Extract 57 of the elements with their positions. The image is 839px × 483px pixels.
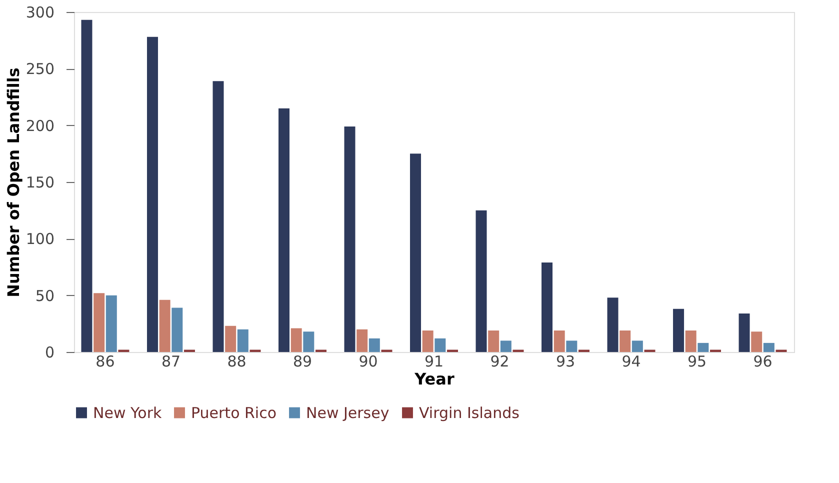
bar: [410, 154, 422, 352]
bar: [94, 293, 105, 352]
bar: [566, 340, 578, 352]
bar: [673, 308, 684, 352]
x-tick-label: 88: [227, 352, 246, 370]
legend-label: Virgin Islands: [419, 404, 520, 422]
legend-label: New Jersey: [306, 404, 390, 422]
bar: [368, 338, 380, 352]
y-axis-title: Number of Open Landfills: [4, 68, 23, 298]
bar: [81, 20, 92, 352]
x-tick-label: 92: [490, 352, 510, 370]
y-tick-label: 50: [35, 286, 54, 305]
bar: [488, 330, 500, 352]
bar: [172, 308, 183, 352]
bar: [738, 313, 750, 352]
bar: [159, 300, 170, 352]
y-tick-label: 300: [26, 4, 54, 22]
x-tick-label: 87: [161, 352, 181, 370]
bar: [225, 326, 236, 352]
bar: [303, 332, 314, 352]
x-tick-label: 90: [358, 352, 378, 370]
bar: [344, 126, 356, 352]
bar: [422, 330, 434, 352]
legend-label: Puerto Rico: [191, 404, 277, 422]
bar: [698, 342, 709, 352]
x-tick-label: 96: [753, 352, 772, 370]
bar: [620, 330, 631, 352]
y-tick-label: 200: [26, 116, 54, 135]
bar: [476, 210, 487, 352]
x-tick-label: 86: [96, 352, 115, 370]
bar: [542, 262, 553, 352]
bar: [685, 330, 696, 352]
bar: [278, 108, 290, 352]
x-tick-label: 93: [556, 352, 576, 370]
bar: [290, 328, 302, 352]
bar: [763, 342, 774, 352]
x-tick-label: 91: [424, 352, 444, 370]
bar: [500, 340, 512, 352]
bar: [356, 329, 368, 352]
bar: [632, 340, 643, 352]
y-tick-label: 0: [44, 344, 54, 362]
x-tick-label: 94: [622, 352, 641, 370]
x-axis-title: Year: [414, 370, 454, 388]
legend-label: New York: [93, 404, 162, 422]
y-tick-label: 250: [26, 60, 54, 78]
y-tick-label: 150: [26, 174, 54, 192]
bar: [106, 295, 117, 352]
bar: [554, 330, 565, 352]
x-tick-label: 89: [292, 352, 312, 370]
bar: [434, 338, 446, 352]
y-tick-label: 100: [26, 230, 54, 248]
bar: [607, 298, 618, 352]
x-tick-label: 95: [687, 352, 707, 370]
bar: [237, 329, 248, 352]
bar: [751, 332, 762, 352]
bar: [212, 81, 224, 352]
bar: [146, 36, 158, 352]
